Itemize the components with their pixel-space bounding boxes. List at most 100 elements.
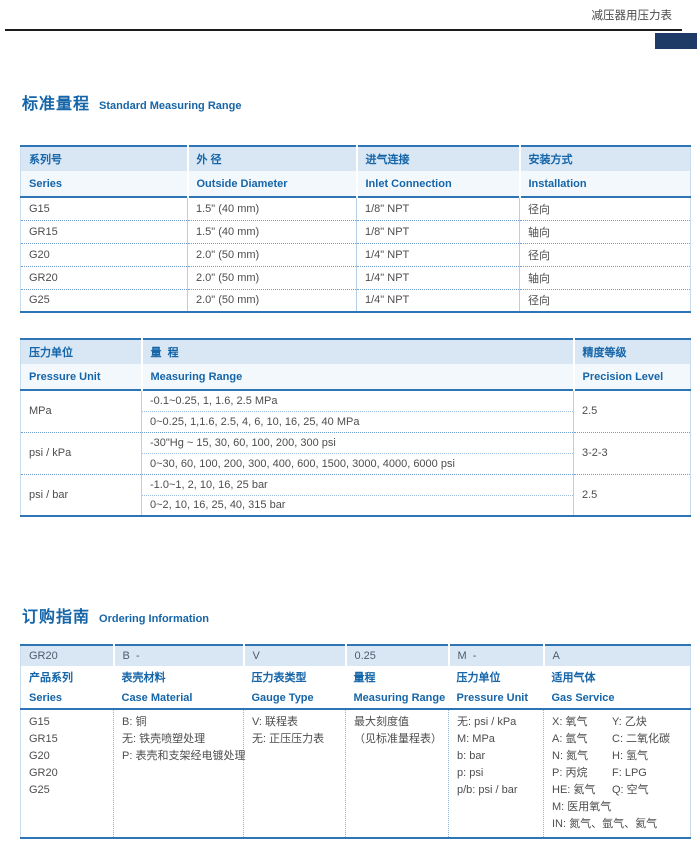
gas-option: H: 氢气 (612, 750, 649, 762)
table-row: 0~0.25, 1,1.6, 2.5, 4, 6, 10, 16, 25, 40… (21, 411, 691, 432)
table-row: GR15 1.5" (40 mm) 1/8" NPT 轴向 (20, 219, 691, 243)
table-row: GR20 2.0" (50 mm) 1/4" NPT 轴向 (20, 265, 691, 289)
table-row: G15 1.5" (40 mm) 1/8" NPT 径向 (20, 196, 691, 220)
cell-inlet: 1/8" NPT (356, 196, 520, 220)
cell-precision: 2.5 (573, 389, 691, 432)
table-row: G15 GR15 G20 GR20 G25 B: 铜 无: 铁壳喷塑处理 P: … (20, 708, 691, 838)
option-line: M: 医用氧气 (552, 799, 686, 816)
table-row: MPa -0.1~0.25, 1, 1.6, 2.5 MPa 2.5 (20, 389, 691, 432)
option-line: GR15 (29, 733, 58, 745)
ordering-table: GR20 B - V 0.25 M - A 产品系列 表壳材料 压力表类型 量程… (20, 644, 691, 839)
table-header-row-zh: 压力单位 量 程 精度等级 (20, 339, 691, 364)
cell-inlet: 1/4" NPT (356, 288, 520, 312)
cell-range: -0.1~0.25, 1, 1.6, 2.5 MPa (141, 389, 574, 412)
header-divider (5, 29, 682, 31)
gas-option: M: 医用氧气 (552, 801, 612, 813)
gas-option: N: 氮气 (552, 750, 589, 762)
option-line: p/b: psi / bar (457, 784, 518, 796)
cell-gas-options: X: 氧气 Y: 乙炔 A: 氩气 C: 二氧化碳 N: 氮气 H: 氢气 P: 丙烷… (543, 708, 691, 838)
cell-series-options: G15 GR15 G20 GR20 G25 (20, 708, 114, 838)
col-header-pressure-unit-en: Pressure Unit (20, 364, 143, 390)
option-line: X: 氧气 Y: 乙炔 (552, 714, 686, 731)
cell-unit: psi / kPa (20, 431, 142, 474)
col-header-series-zh: 系列号 (20, 146, 189, 171)
cell-installation: 轴向 (519, 265, 691, 289)
option-line: 无: 铁壳喷塑处理 (122, 733, 206, 745)
table-header-row-en: Series Outside Diameter Inlet Connection… (20, 171, 691, 197)
cell-unit: MPa (20, 389, 142, 432)
col-header-series-en: Series (20, 171, 189, 197)
cell-range-options: 最大刻度值 （见标准量程表） (345, 708, 449, 838)
option-line: G15 (29, 716, 50, 728)
cell-diameter: 1.5" (40 mm) (187, 196, 357, 220)
cell-unit: psi / bar (20, 473, 142, 516)
table-row: psi / kPa -30"Hg ~ 15, 30, 60, 100, 200,… (20, 431, 691, 474)
code-series: GR20 (20, 645, 115, 666)
option-line: p: psi (457, 767, 484, 779)
col-header-diameter-en: Outside Diameter (187, 171, 358, 197)
col-header-range-zh: 量程 (345, 666, 449, 687)
gas-option: P: 丙烷 (552, 767, 588, 779)
col-header-unit-en: Pressure Unit (448, 687, 544, 709)
cell-unit-options: 无: psi / kPa M: MPa b: bar p: psi p/b: p… (448, 708, 544, 838)
cell-precision: 3-2-3 (573, 431, 691, 474)
col-header-range-en: Measuring Range (141, 364, 575, 390)
table-header-row-en: Pressure Unit Measuring Range Precision … (20, 364, 691, 390)
cell-inlet: 1/8" NPT (356, 219, 520, 243)
option-line: P: 丙烷 F: LPG (552, 765, 686, 782)
gas-option: X: 氧气 (552, 716, 588, 728)
table-row: G25 2.0" (50 mm) 1/4" NPT 径向 (20, 288, 691, 312)
col-header-gas-zh: 适用气体 (543, 666, 691, 687)
section-title-zh: 订购指南 (22, 609, 91, 626)
col-header-gas-en: Gas Service (543, 687, 691, 709)
col-header-case-en: Case Material (113, 687, 244, 709)
gas-option: IN: 氮气、氩气、氦气 (552, 818, 658, 830)
cell-series: GR20 (20, 265, 188, 289)
table-row: 0~30, 60, 100, 200, 300, 400, 600, 1500,… (21, 453, 691, 474)
order-code-row: GR20 B - V 0.25 M - A (20, 645, 691, 666)
cell-type-options: V: 联程表 无: 正压压力表 (243, 708, 346, 838)
table-row: G20 2.0" (50 mm) 1/4" NPT 径向 (20, 242, 691, 266)
option-line: A: 氩气 C: 二氧化碳 (552, 731, 686, 748)
measuring-range-table: 压力单位 量 程 精度等级 Pressure Unit Measuring Ra… (20, 338, 691, 517)
option-line: G25 (29, 784, 50, 796)
section-title-en: Ordering Information (99, 613, 210, 625)
col-header-installation-zh: 安装方式 (519, 146, 691, 171)
cell-range: -1.0~1, 2, 10, 16, 25 bar (141, 473, 574, 496)
col-header-type-zh: 压力表类型 (243, 666, 346, 687)
cell-range: -30"Hg ~ 15, 30, 60, 100, 200, 300 psi (141, 431, 574, 454)
table-header-row-en: Series Case Material Gauge Type Measurin… (20, 687, 691, 709)
cell-installation: 径向 (519, 288, 691, 312)
col-header-series-zh: 产品系列 (20, 666, 114, 687)
code-type: V (243, 645, 347, 666)
col-header-unit-zh: 压力单位 (448, 666, 544, 687)
cell-series: G15 (20, 196, 188, 220)
gas-option: HE: 氦气 (552, 784, 596, 796)
code-range: 0.25 (345, 645, 450, 666)
col-header-range-en: Measuring Range (345, 687, 449, 709)
cell-range: 0~30, 60, 100, 200, 300, 400, 600, 1500,… (141, 453, 574, 474)
table-header-row-zh: 产品系列 表壳材料 压力表类型 量程 压力单位 适用气体 (20, 666, 691, 687)
option-line: IN: 氮气、氩气、氦气 (552, 816, 686, 833)
col-header-pressure-unit-zh: 压力单位 (20, 339, 143, 364)
page-title: 减压器用压力表 (591, 10, 673, 22)
cell-installation: 轴向 (519, 219, 691, 243)
option-line: GR20 (29, 767, 58, 779)
col-header-series-en: Series (20, 687, 114, 709)
code-case: B - (113, 645, 245, 666)
series-table: 系列号 外 径 进气连接 安装方式 Series Outside Diamete… (20, 145, 691, 313)
option-line: b: bar (457, 750, 486, 762)
col-header-range-zh: 量 程 (141, 339, 575, 364)
cell-series: GR15 (20, 219, 188, 243)
table-header-row-zh: 系列号 外 径 进气连接 安装方式 (20, 146, 691, 171)
option-line: V: 联程表 (252, 716, 299, 728)
cell-diameter: 2.0" (50 mm) (187, 242, 357, 266)
col-header-precision-zh: 精度等级 (573, 339, 691, 364)
option-line: N: 氮气 H: 氢气 (552, 748, 686, 765)
cell-series: G20 (20, 242, 188, 266)
section-title-zh: 标准量程 (22, 96, 91, 113)
cell-precision: 2.5 (573, 473, 691, 516)
cell-series: G25 (20, 288, 188, 312)
section-title-en: Standard Measuring Range (99, 100, 242, 112)
page-corner-marker (655, 33, 697, 49)
